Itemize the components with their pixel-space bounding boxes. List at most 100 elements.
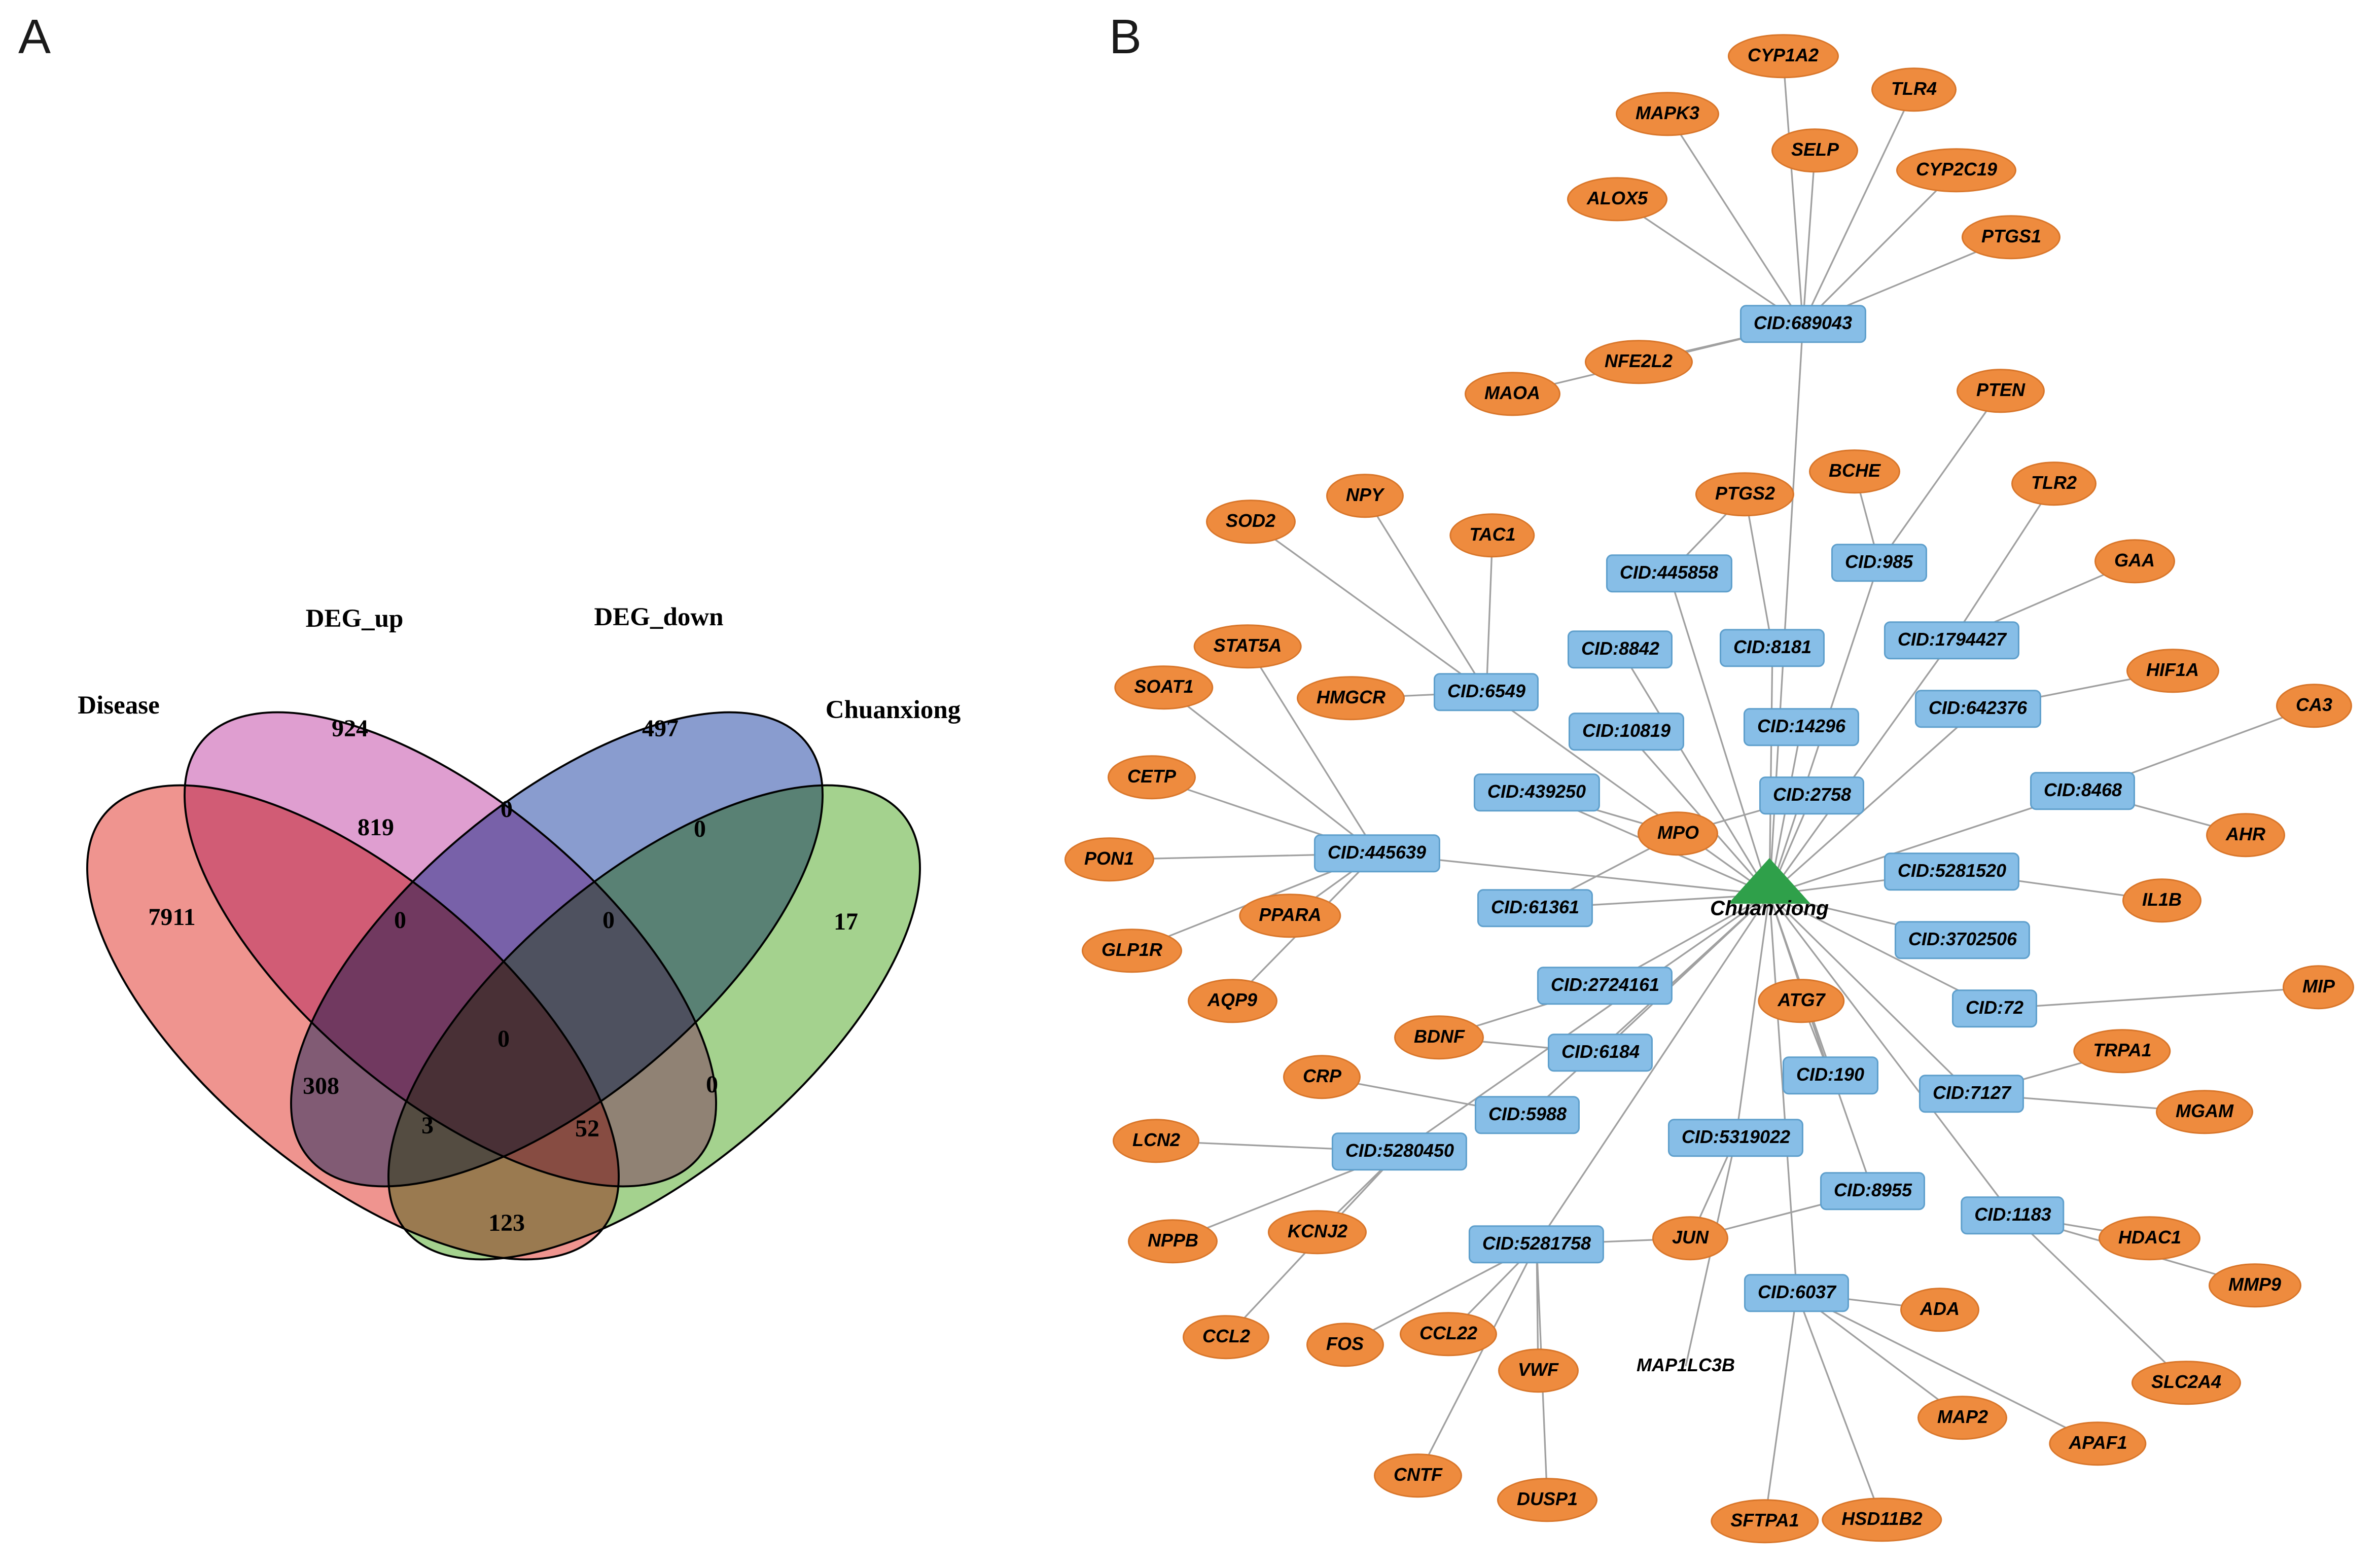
venn-count: 0 — [706, 1073, 718, 1098]
venn-count: 0 — [501, 797, 513, 823]
gene-node-GLP1R: GLP1R — [1081, 929, 1183, 973]
edge — [1796, 1292, 2099, 1445]
compound-node-CID:6184: CID:6184 — [1547, 1034, 1654, 1072]
edge — [2012, 1215, 2187, 1384]
compound-node-CID:445858: CID:445858 — [1606, 554, 1732, 593]
gene-node-BDNF: BDNF — [1394, 1015, 1484, 1060]
compound-node-CID:8955: CID:8955 — [1820, 1172, 1926, 1210]
edge — [1526, 894, 1770, 1116]
gene-node-IL1B: IL1B — [2122, 878, 2202, 923]
gene-node-TLR2: TLR2 — [2011, 461, 2097, 506]
gene-node-LCN2: LCN2 — [1112, 1119, 1200, 1163]
gene-node-CRP: CRP — [1283, 1055, 1362, 1099]
venn-count: 52 — [575, 1117, 599, 1143]
compound-node-CID:5988: CID:5988 — [1474, 1096, 1581, 1134]
edge — [1250, 521, 1487, 693]
edge — [1486, 691, 1770, 896]
gene-node-PPARA: PPARA — [1239, 894, 1341, 938]
edge — [1376, 852, 1770, 896]
edge — [1796, 1293, 1883, 1520]
gene-node-STAT5A: STAT5A — [1193, 624, 1302, 669]
gene-node-TLR4: TLR4 — [1871, 67, 1957, 112]
compound-node-CID:61361: CID:61361 — [1477, 889, 1593, 928]
gene-node-APAF1: APAF1 — [2049, 1421, 2147, 1466]
gene-node-KCNJ2: KCNJ2 — [1267, 1210, 1368, 1255]
compound-node-CID:445639: CID:445639 — [1313, 834, 1440, 873]
edge — [1994, 986, 2319, 1010]
edge — [1163, 687, 1378, 854]
venn-count: 3 — [421, 1114, 434, 1139]
gene-node-SFTPA1: SFTPA1 — [1711, 1499, 1819, 1544]
edge — [1768, 894, 1874, 1192]
compound-node-CID:689043: CID:689043 — [1739, 305, 1866, 343]
gene-node-NPPB: NPPB — [1127, 1219, 1219, 1264]
compound-node-CID:8842: CID:8842 — [1567, 630, 1674, 669]
edge — [1417, 1244, 1538, 1476]
edge — [1764, 1293, 1798, 1522]
venn-count: 308 — [303, 1074, 339, 1100]
venn-count: 123 — [488, 1211, 525, 1237]
edge — [1802, 89, 1915, 325]
edge — [1802, 169, 1958, 325]
venn-set-label-chuanxiong: Chuanxiong — [825, 695, 961, 724]
venn-set-label-disease: Disease — [78, 691, 160, 720]
gene-node-CYP2C19: CYP2C19 — [1896, 148, 2017, 193]
edge — [1619, 649, 1770, 895]
gene-node-NPY: NPY — [1326, 474, 1404, 518]
gene-node-DUSP1: DUSP1 — [1497, 1478, 1598, 1522]
network-edges — [1109, 56, 2319, 1522]
edge — [1878, 390, 2002, 563]
compound-node-CID:642376: CID:642376 — [1914, 690, 2041, 728]
gene-node-HDAC1: HDAC1 — [2098, 1216, 2201, 1261]
panel-a-label: A — [18, 9, 51, 64]
gene-node-CCL22: CCL22 — [1399, 1312, 1498, 1357]
edge — [1769, 790, 2083, 896]
venn-ellipse-chuanxiong — [387, 784, 921, 1261]
edge — [1399, 894, 1770, 1153]
compound-node-CID:5281758: CID:5281758 — [1468, 1225, 1605, 1264]
compound-node-CID:439250: CID:439250 — [1473, 773, 1600, 812]
gene-node-TAC1: TAC1 — [1449, 513, 1536, 558]
gene-node-HSD11B2: HSD11B2 — [1822, 1498, 1942, 1542]
gene-node-MAP2: MAP2 — [1917, 1396, 2008, 1440]
gene-node-BCHE: BCHE — [1808, 449, 1901, 494]
venn-count: 497 — [642, 717, 679, 742]
gene-node-VWF: VWF — [1498, 1348, 1579, 1393]
venn-count: 0 — [602, 908, 615, 934]
gene-node-SLC2A4: SLC2A4 — [2131, 1361, 2242, 1405]
gene-node-MAOA: MAOA — [1464, 372, 1560, 416]
gene-node-MAP1LC3B: MAP1LC3B — [1636, 1355, 1735, 1376]
compound-node-CID:2724161: CID:2724161 — [1537, 967, 1674, 1005]
compound-node-CID:2758: CID:2758 — [1759, 776, 1865, 815]
herb-node-label: Chuanxiong — [1710, 897, 1829, 920]
gene-node-CA3: CA3 — [2276, 684, 2353, 728]
gene-node-ADA: ADA — [1900, 1288, 1979, 1332]
herb-triangle-icon — [1728, 858, 1810, 904]
edge — [1768, 640, 1953, 895]
gene-node-ATG7: ATG7 — [1758, 979, 1845, 1023]
gene-node-PTGS1: PTGS1 — [1961, 215, 2062, 260]
panel-b-label: B — [1109, 9, 1142, 64]
edge — [1744, 494, 1773, 649]
gene-node-ALOX5: ALOX5 — [1567, 177, 1668, 222]
venn-count: 17 — [834, 910, 858, 936]
edge — [1768, 894, 1973, 1095]
compound-node-CID:72: CID:72 — [1951, 989, 2038, 1028]
gene-node-HIF1A: HIF1A — [2126, 649, 2219, 693]
gene-node-SOD2: SOD2 — [1205, 500, 1296, 544]
edge — [1782, 56, 1804, 325]
compound-node-CID:190: CID:190 — [1782, 1056, 1878, 1095]
edge — [1768, 648, 1773, 895]
edge — [1802, 150, 1816, 325]
gene-node-SELP: SELP — [1771, 128, 1859, 173]
gene-node-JUN: JUN — [1652, 1216, 1729, 1261]
edge — [1768, 894, 1798, 1294]
edge — [1666, 114, 1804, 325]
gene-node-GAA: GAA — [2094, 539, 2175, 584]
venn-set-label-deg_down: DEG_down — [594, 602, 724, 631]
gene-node-CETP: CETP — [1107, 755, 1196, 800]
gene-node-FOS: FOS — [1306, 1323, 1384, 1367]
compound-node-CID:5319022: CID:5319022 — [1667, 1119, 1804, 1157]
venn-count: 0 — [394, 908, 406, 934]
